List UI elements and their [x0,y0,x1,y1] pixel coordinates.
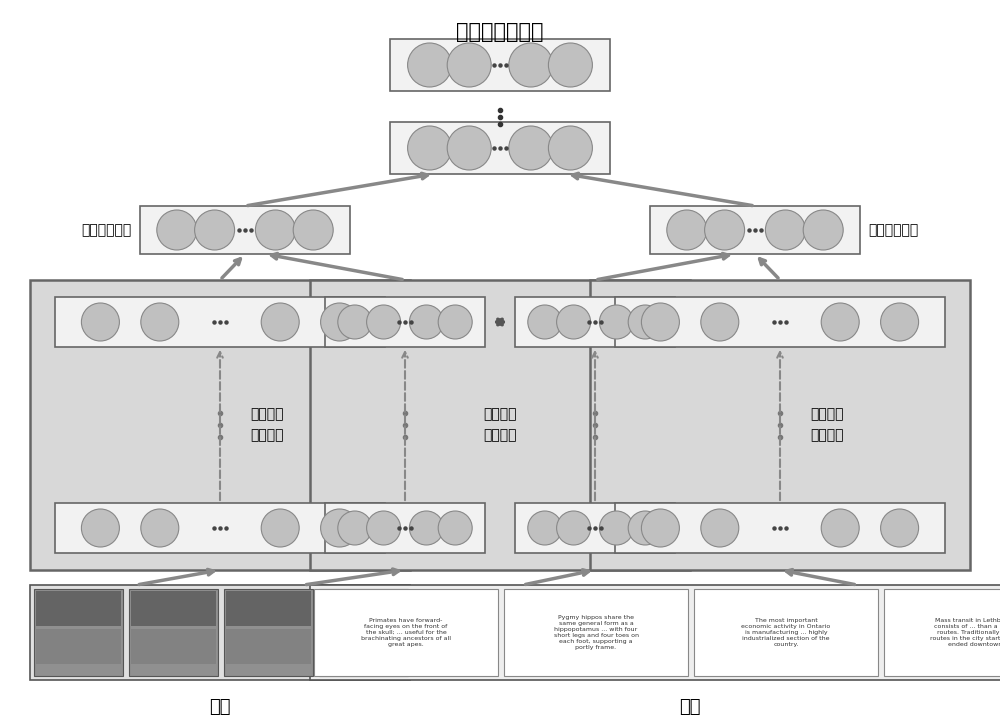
Circle shape [321,509,359,547]
Text: 图像: 图像 [209,698,231,716]
Bar [310,585,1000,680]
Text: 媒体之间
关联分析: 媒体之间 关联分析 [483,408,517,442]
Circle shape [881,509,919,547]
Circle shape [548,126,592,170]
Bar [319,589,408,676]
Circle shape [338,511,372,545]
Circle shape [408,43,452,87]
Bar [390,122,610,174]
Circle shape [701,509,739,547]
Bar [390,39,610,91]
Circle shape [667,210,707,250]
Text: 文本: 文本 [679,698,701,716]
Circle shape [803,210,843,250]
Bar [36,591,121,626]
Bar [226,629,311,664]
Circle shape [628,511,662,545]
Circle shape [641,509,679,547]
Bar [30,585,410,680]
Circle shape [141,509,179,547]
Bar [140,206,350,254]
Text: 媒体内部
关联分析: 媒体内部 关联分析 [810,408,844,442]
Circle shape [447,126,491,170]
Text: 媒体内部
关联分析: 媒体内部 关联分析 [250,408,284,442]
Bar [650,206,860,254]
Circle shape [701,303,739,341]
Circle shape [509,43,553,87]
Circle shape [557,305,591,339]
Circle shape [81,303,119,341]
Circle shape [641,303,679,341]
Bar [129,589,218,676]
Circle shape [628,305,662,339]
Bar [314,589,498,676]
Bar [325,297,485,347]
Bar [131,591,216,626]
Circle shape [548,43,592,87]
Circle shape [338,305,372,339]
Circle shape [528,305,562,339]
Bar [226,591,311,626]
Circle shape [509,126,553,170]
Text: Mass transit in Lethbridge
consists of ... than a dozen
routes. Traditionally, b: Mass transit in Lethbridge consists of .… [930,618,1000,647]
Circle shape [409,305,443,339]
Text: The most important
economic activity in Ontario
is manufacturing ... highly
indu: The most important economic activity in … [741,618,831,647]
Circle shape [528,511,562,545]
Circle shape [409,511,443,545]
Circle shape [599,511,633,545]
Circle shape [599,305,633,339]
Text: Primates have forward-
facing eyes on the front of
the skull; ... useful for the: Primates have forward- facing eyes on th… [361,618,451,647]
Text: 跨媒体统一表示: 跨媒体统一表示 [456,22,544,42]
Circle shape [157,210,197,250]
Circle shape [195,210,235,250]
Circle shape [447,43,491,87]
Circle shape [81,509,119,547]
Circle shape [321,303,359,341]
Bar [325,503,485,553]
Circle shape [255,210,295,250]
Bar [694,589,878,676]
Bar [55,297,385,347]
Circle shape [367,511,401,545]
Bar [515,297,675,347]
Bar [590,280,970,570]
Text: 文本中间表示: 文本中间表示 [868,223,918,237]
Bar [34,589,123,676]
Bar [55,503,385,553]
Circle shape [293,210,333,250]
Text: 图像中间表示: 图像中间表示 [82,223,132,237]
Bar [321,591,406,626]
Bar [884,589,1000,676]
Bar [36,629,121,664]
Bar [615,503,945,553]
Circle shape [705,210,745,250]
Circle shape [881,303,919,341]
Bar [504,589,688,676]
Circle shape [261,303,299,341]
Bar [321,629,406,664]
Circle shape [408,126,452,170]
Circle shape [765,210,805,250]
Circle shape [367,305,401,339]
Circle shape [557,511,591,545]
Bar [30,280,410,570]
Bar [615,297,945,347]
Bar [224,589,313,676]
Circle shape [141,303,179,341]
Circle shape [821,303,859,341]
Circle shape [821,509,859,547]
Bar [131,629,216,664]
Text: Pygmy hippos share the
same general form as a
hippopotamus ... with four
short l: Pygmy hippos share the same general form… [554,614,639,650]
Bar [515,503,675,553]
Bar [310,280,690,570]
Circle shape [261,509,299,547]
Circle shape [438,511,472,545]
Circle shape [438,305,472,339]
